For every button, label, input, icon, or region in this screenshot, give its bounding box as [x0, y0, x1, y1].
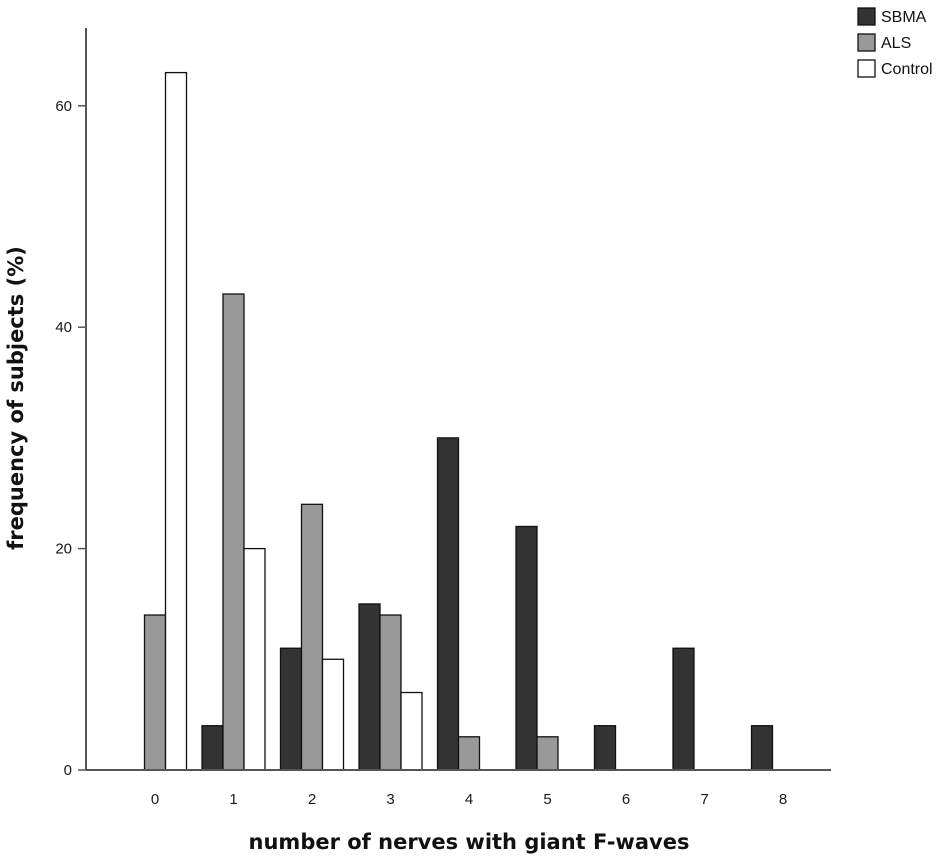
legend-label-control: Control [881, 61, 933, 78]
bar-sbma-6 [593, 725, 617, 771]
legend-label-als: ALS [881, 35, 911, 52]
bar-sbma-8 [750, 725, 774, 771]
y-ticks-group: 0 20 40 60 [55, 98, 86, 779]
legend-swatch-als [857, 33, 876, 52]
bar-als-2 [300, 503, 324, 771]
x-tick-label: 5 [543, 791, 551, 808]
bar-als-4 [457, 736, 481, 771]
bar-sbma-1 [201, 725, 224, 771]
y-tick-label: 20 [55, 541, 72, 558]
bar-control-3 [400, 691, 423, 771]
bar-sbma-7 [672, 647, 695, 771]
bar-control-1 [243, 547, 266, 771]
bar-sbma-2 [279, 647, 303, 771]
bar-sbma-4 [436, 437, 460, 771]
x-tick-label: 0 [151, 791, 159, 808]
legend: SBMA ALS Control [857, 7, 933, 78]
x-tick-label: 6 [622, 791, 630, 808]
x-tick-label: 8 [779, 791, 787, 808]
x-tick-label: 4 [465, 791, 473, 808]
bar-sbma-5 [515, 525, 538, 771]
y-tick-label: 40 [55, 319, 72, 336]
y-axis-title: frequency of subjects (%) [4, 246, 28, 550]
y-tick-label: 60 [55, 98, 72, 115]
legend-swatch-control [857, 59, 876, 78]
bars-group [143, 71, 774, 771]
axes-group [85, 28, 831, 771]
legend-swatch-sbma [857, 7, 876, 26]
bar-als-1 [222, 293, 245, 771]
x-axis-title: number of nerves with giant F-waves [249, 830, 690, 854]
x-tick-label: 7 [700, 791, 708, 808]
bar-als-3 [379, 614, 402, 771]
x-tick-label: 3 [386, 791, 394, 808]
bar-sbma-3 [358, 603, 381, 771]
bar-control-0 [164, 71, 188, 771]
y-tick-label: 0 [64, 762, 72, 779]
x-tick-label: 1 [229, 791, 237, 808]
bar-control-2 [321, 658, 345, 771]
bar-als-5 [536, 736, 559, 771]
legend-label-sbma: SBMA [881, 9, 927, 26]
x-tick-label: 2 [308, 791, 316, 808]
x-ticks-group: 0 1 2 3 4 5 6 7 8 [151, 791, 787, 808]
bar-als-0 [143, 614, 167, 771]
